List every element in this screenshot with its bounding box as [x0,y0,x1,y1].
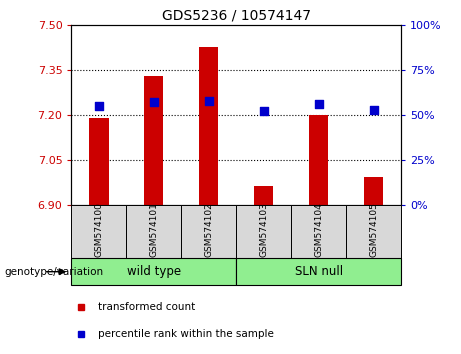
Text: GSM574101: GSM574101 [149,202,159,257]
Bar [254,186,273,205]
Text: genotype/variation: genotype/variation [5,267,104,277]
Bar [291,205,346,258]
Bar [181,205,236,258]
Text: GSM574100: GSM574100 [95,202,103,257]
Bar [144,76,164,205]
Bar [346,205,401,258]
Bar [309,115,328,205]
Text: GSM574102: GSM574102 [204,202,213,257]
Bar [71,258,236,285]
Point [370,107,377,113]
Point [150,99,158,105]
Text: GSM574105: GSM574105 [369,202,378,257]
Text: GSM574103: GSM574103 [259,202,268,257]
Point [205,98,213,103]
Text: GSM574104: GSM574104 [314,202,323,257]
Text: percentile rank within the sample: percentile rank within the sample [98,329,274,339]
Text: wild type: wild type [127,265,181,278]
Point [315,101,322,107]
Bar [236,205,291,258]
Bar [364,177,383,205]
Bar [236,258,401,285]
Bar [126,205,181,258]
Point [260,109,267,114]
Text: transformed count: transformed count [98,302,195,312]
Bar [71,205,126,258]
Title: GDS5236 / 10574147: GDS5236 / 10574147 [162,8,311,22]
Text: SLN null: SLN null [295,265,343,278]
Bar [199,47,219,205]
Point [95,103,103,109]
Bar [89,118,108,205]
